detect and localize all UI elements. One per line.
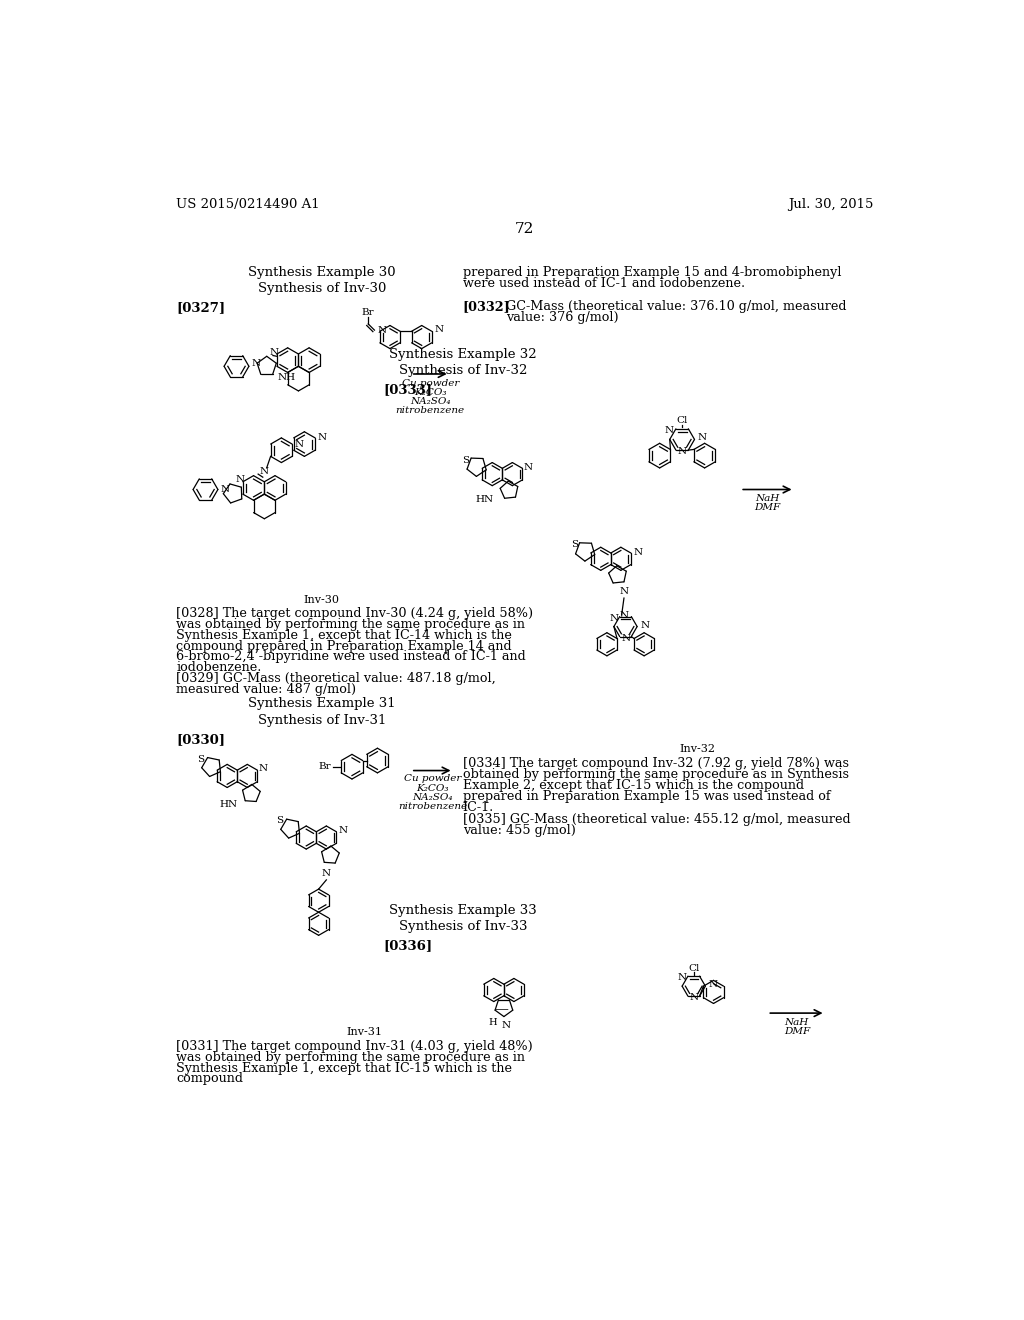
Text: N: N <box>678 447 687 457</box>
Text: NA₂SO₄: NA₂SO₄ <box>410 397 451 407</box>
Text: Cu powder: Cu powder <box>403 775 461 783</box>
Text: N: N <box>236 475 244 484</box>
Text: N: N <box>620 611 629 619</box>
Text: NH: NH <box>278 372 296 381</box>
Text: N: N <box>220 484 229 494</box>
Text: 72: 72 <box>515 222 535 235</box>
Text: Synthesis of Inv-30: Synthesis of Inv-30 <box>258 282 386 296</box>
Text: N: N <box>378 326 387 334</box>
Text: US 2015/0214490 A1: US 2015/0214490 A1 <box>176 198 319 211</box>
Text: [0328] The target compound Inv-30 (4.24 g, yield 58%): [0328] The target compound Inv-30 (4.24 … <box>176 607 534 620</box>
Text: NaH: NaH <box>756 494 779 503</box>
Text: [0329] GC-Mass (theoretical value: 487.18 g/mol,: [0329] GC-Mass (theoretical value: 487.1… <box>176 672 496 685</box>
Text: N: N <box>317 433 327 442</box>
Text: [0331] The target compound Inv-31 (4.03 g, yield 48%): [0331] The target compound Inv-31 (4.03 … <box>176 1040 532 1053</box>
Text: N: N <box>260 467 269 477</box>
Text: Synthesis of Inv-33: Synthesis of Inv-33 <box>398 920 527 933</box>
Text: Inv-31: Inv-31 <box>346 1027 382 1038</box>
Text: K₂CO₃: K₂CO₃ <box>417 784 449 792</box>
Text: S: S <box>463 455 469 465</box>
Text: IC-1.: IC-1. <box>463 800 494 813</box>
Text: N: N <box>640 620 649 630</box>
Text: Br: Br <box>361 308 375 317</box>
Text: N: N <box>697 433 707 442</box>
Text: Synthesis Example 1, except that IC-15 which is the: Synthesis Example 1, except that IC-15 w… <box>176 1061 512 1074</box>
Text: iodobenzene.: iodobenzene. <box>176 661 261 675</box>
Text: H: H <box>488 1018 497 1027</box>
Text: compound: compound <box>176 1072 243 1085</box>
Text: N: N <box>322 870 331 878</box>
Text: K₂CO₃: K₂CO₃ <box>414 388 446 397</box>
Text: N: N <box>295 440 304 449</box>
Text: Jul. 30, 2015: Jul. 30, 2015 <box>788 198 873 211</box>
Text: compound prepared in Preparation Example 14 and: compound prepared in Preparation Example… <box>176 640 512 652</box>
Text: [0332]: [0332] <box>463 300 511 313</box>
Text: [0330]: [0330] <box>176 733 225 746</box>
Text: [0333]: [0333] <box>384 383 433 396</box>
Text: Cu powder: Cu powder <box>401 379 459 388</box>
Text: obtained by performing the same procedure as in Synthesis: obtained by performing the same procedur… <box>463 768 849 781</box>
Text: N: N <box>259 764 268 774</box>
Text: Synthesis Example 33: Synthesis Example 33 <box>389 904 537 917</box>
Text: was obtained by performing the same procedure as in: was obtained by performing the same proc… <box>176 618 525 631</box>
Text: S: S <box>198 755 205 763</box>
Text: —: — <box>495 1002 509 1016</box>
Text: N: N <box>502 1022 511 1031</box>
Text: HN: HN <box>475 495 494 504</box>
Text: [0327]: [0327] <box>176 302 225 314</box>
Text: N: N <box>270 348 279 356</box>
Text: Inv-30: Inv-30 <box>304 595 340 605</box>
Text: N: N <box>665 426 674 434</box>
Text: prepared in Preparation Example 15 was used instead of: prepared in Preparation Example 15 was u… <box>463 789 830 803</box>
Text: NA₂SO₄: NA₂SO₄ <box>413 793 453 801</box>
Text: Cl: Cl <box>688 964 699 973</box>
Text: N: N <box>338 826 347 834</box>
Text: DMF: DMF <box>783 1027 810 1036</box>
Text: value: 455 g/mol): value: 455 g/mol) <box>463 824 575 837</box>
Text: value: 376 g/mol): value: 376 g/mol) <box>506 312 618 323</box>
Text: N: N <box>622 634 631 643</box>
Text: N: N <box>524 463 534 473</box>
Text: N: N <box>620 587 629 597</box>
Text: HN: HN <box>219 800 238 809</box>
Text: N: N <box>434 325 443 334</box>
Text: N: N <box>633 548 642 557</box>
Text: nitrobenzene: nitrobenzene <box>398 803 467 810</box>
Text: [0335] GC-Mass (theoretical value: 455.12 g/mol, measured: [0335] GC-Mass (theoretical value: 455.1… <box>463 813 850 826</box>
Text: GC-Mass (theoretical value: 376.10 g/mol, measured: GC-Mass (theoretical value: 376.10 g/mol… <box>506 300 847 313</box>
Text: N: N <box>677 973 686 982</box>
Text: were used instead of IC-1 and iodobenzene.: were used instead of IC-1 and iodobenzen… <box>463 277 744 290</box>
Text: Synthesis of Inv-32: Synthesis of Inv-32 <box>398 364 527 378</box>
Text: N: N <box>609 614 618 623</box>
Text: DMF: DMF <box>755 503 780 512</box>
Text: Inv-32: Inv-32 <box>680 743 716 754</box>
Text: nitrobenzene: nitrobenzene <box>395 407 465 416</box>
Text: Synthesis Example 1, except that IC-14 which is the: Synthesis Example 1, except that IC-14 w… <box>176 628 512 642</box>
Text: [0334] The target compound Inv-32 (7.92 g, yield 78%) was: [0334] The target compound Inv-32 (7.92 … <box>463 758 849 771</box>
Text: Synthesis of Inv-31: Synthesis of Inv-31 <box>258 714 386 726</box>
Text: NaH: NaH <box>784 1018 809 1027</box>
Text: [0336]: [0336] <box>384 940 433 952</box>
Text: prepared in Preparation Example 15 and 4-bromobiphenyl: prepared in Preparation Example 15 and 4… <box>463 267 842 280</box>
Text: was obtained by performing the same procedure as in: was obtained by performing the same proc… <box>176 1051 525 1064</box>
Text: Example 2, except that IC-15 which is the compound: Example 2, except that IC-15 which is th… <box>463 779 804 792</box>
Text: N: N <box>251 359 260 368</box>
Text: S: S <box>276 816 284 825</box>
Text: Br: Br <box>318 762 331 771</box>
Text: 6-bromo-2,4’-bipyridine were used instead of IC-1 and: 6-bromo-2,4’-bipyridine were used instea… <box>176 651 525 664</box>
Text: N: N <box>689 993 698 1002</box>
Text: Cl: Cl <box>677 417 688 425</box>
Text: measured value: 487 g/mol): measured value: 487 g/mol) <box>176 682 356 696</box>
Text: N: N <box>709 981 718 989</box>
Text: S: S <box>570 540 578 549</box>
Text: Synthesis Example 32: Synthesis Example 32 <box>389 348 537 360</box>
Text: Synthesis Example 31: Synthesis Example 31 <box>248 697 395 710</box>
Text: Synthesis Example 30: Synthesis Example 30 <box>248 267 395 280</box>
